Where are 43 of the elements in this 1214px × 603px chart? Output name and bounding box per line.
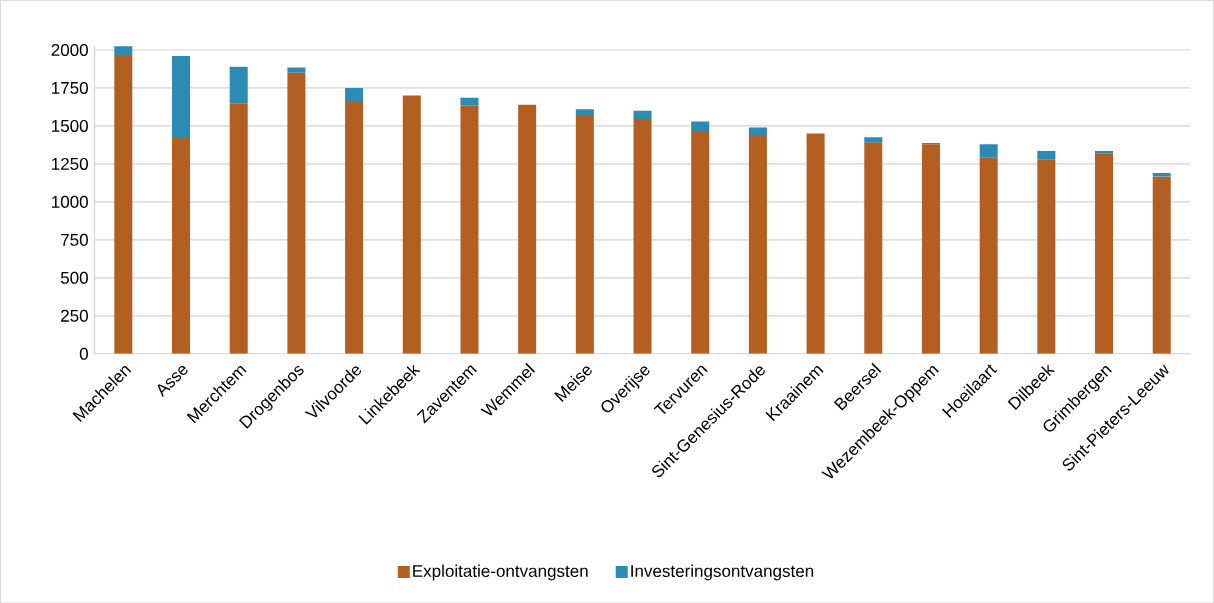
bar — [748, 127, 767, 135]
bar — [575, 115, 594, 354]
bar — [748, 134, 767, 354]
bar — [229, 66, 248, 103]
bar — [1037, 159, 1056, 354]
bar — [287, 67, 306, 73]
bar — [345, 87, 364, 101]
bar — [864, 137, 883, 143]
bar — [1037, 150, 1056, 160]
bar — [1095, 153, 1114, 354]
bar — [979, 143, 998, 158]
bar — [402, 95, 421, 354]
bar — [979, 157, 998, 354]
bar — [691, 121, 710, 132]
bar — [633, 118, 652, 354]
bar — [229, 102, 248, 354]
y-tick-label: 2000 — [51, 43, 88, 56]
bar — [287, 72, 306, 354]
bar — [806, 133, 825, 354]
bar — [114, 55, 133, 354]
y-tick-label: 250 — [61, 309, 88, 322]
bar — [633, 110, 652, 119]
bar — [575, 109, 594, 116]
y-tick-label: 500 — [60, 271, 88, 284]
y-tick-label: 0 — [79, 347, 88, 360]
bar — [460, 97, 479, 106]
bar — [172, 137, 191, 354]
bar — [1152, 176, 1171, 354]
bar — [518, 104, 537, 354]
y-tick-label: 1500 — [52, 119, 88, 132]
bar — [345, 100, 364, 354]
y-tick-label: 1000 — [52, 195, 88, 208]
y-tick-label: 1750 — [52, 81, 88, 94]
legend-label: Exploitatie-ontvangsten — [413, 564, 588, 581]
legend-label: Investeringsontvangsten — [631, 564, 814, 581]
bar — [864, 142, 883, 354]
bar — [172, 55, 191, 138]
bar — [460, 105, 479, 354]
bar — [691, 131, 710, 354]
y-tick-label: 750 — [61, 233, 88, 246]
y-tick-label: 1250 — [52, 157, 88, 170]
bar — [921, 143, 940, 354]
bar — [114, 46, 133, 56]
